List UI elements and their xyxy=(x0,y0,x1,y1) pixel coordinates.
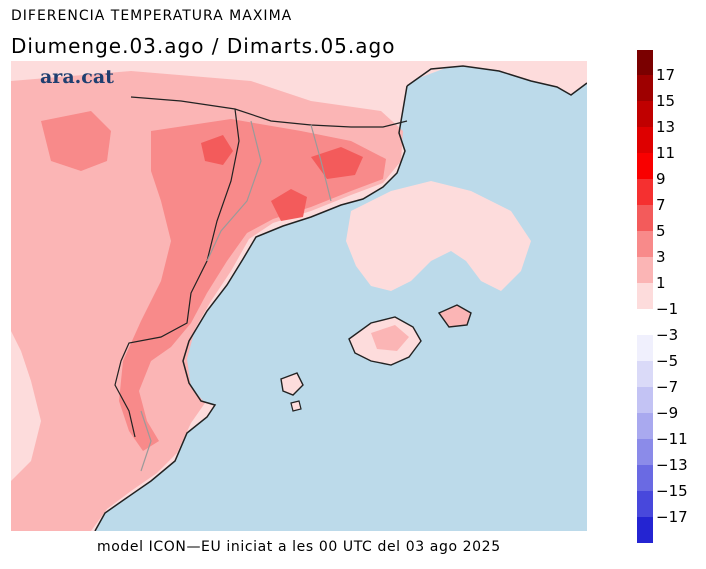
legend-label: −11 xyxy=(656,430,688,448)
legend-label: −5 xyxy=(656,352,679,370)
colorbar-cell xyxy=(637,387,653,413)
coastline-france xyxy=(406,65,587,96)
colorbar-cell xyxy=(637,309,653,335)
legend-label: 9 xyxy=(656,170,666,188)
legend-label: 3 xyxy=(656,248,666,266)
colorbar xyxy=(637,50,653,543)
legend-label: −15 xyxy=(656,482,688,500)
colorbar-cell xyxy=(637,361,653,387)
legend-label: −9 xyxy=(656,404,679,422)
colorbar-cell xyxy=(637,75,653,101)
island-ibiza xyxy=(280,372,304,396)
border-aragon-catalonia xyxy=(114,108,240,438)
border-france-spain xyxy=(130,96,408,128)
colorbar-cell xyxy=(637,50,653,75)
legend-label: 11 xyxy=(656,144,676,162)
legend-label: 13 xyxy=(656,118,676,136)
anomaly-zone-7-9-central xyxy=(271,189,307,221)
border-provinces xyxy=(140,120,332,472)
colorbar-cell xyxy=(637,101,653,127)
island-menorca xyxy=(437,304,472,328)
colorbar-cell xyxy=(637,491,653,517)
colorbar-cell xyxy=(637,257,653,283)
anomaly-zone-5-7 xyxy=(119,119,386,451)
land-peninsula xyxy=(346,181,531,291)
coastline xyxy=(94,85,408,531)
model-info-footer: model ICON—EU iniciat a les 00 UTC del 0… xyxy=(97,539,501,555)
colorbar-cell xyxy=(637,127,653,153)
island-formentera xyxy=(290,400,302,412)
colorbar-cell xyxy=(637,231,653,257)
colorbar-cell xyxy=(637,153,653,179)
colorbar-cell xyxy=(637,465,653,491)
colorbar-cell xyxy=(637,335,653,361)
legend-label: 17 xyxy=(656,66,676,84)
colorbar-cell xyxy=(637,283,653,309)
legend-label: −17 xyxy=(656,508,688,526)
anomaly-zone-7-9-north xyxy=(201,135,233,165)
island-mallorca-anomaly xyxy=(371,325,409,351)
legend-label: 7 xyxy=(656,196,666,214)
legend-label: −3 xyxy=(656,326,679,344)
colorbar-cell xyxy=(637,439,653,465)
land-france xyxy=(411,61,587,89)
legend-label: 5 xyxy=(656,222,666,240)
ara-cat-logo: ara.cat xyxy=(40,66,114,88)
legend-label: 1 xyxy=(656,274,666,292)
legend-label: −13 xyxy=(656,456,688,474)
legend-label: 15 xyxy=(656,92,676,110)
legend-label: −7 xyxy=(656,378,679,396)
date-range-subtitle: Diumenge.03.ago / Dimarts.05.ago xyxy=(11,34,396,58)
chart-title: DIFERENCIA TEMPERATURA MAXIMA xyxy=(11,8,293,24)
legend-label: −1 xyxy=(656,300,679,318)
colorbar-cell xyxy=(637,517,653,543)
colorbar-cell xyxy=(637,205,653,231)
anomaly-map xyxy=(11,61,587,531)
anomaly-zone-5-7-west xyxy=(41,111,111,171)
colorbar-cell xyxy=(637,413,653,439)
colorbar-cell xyxy=(637,179,653,205)
